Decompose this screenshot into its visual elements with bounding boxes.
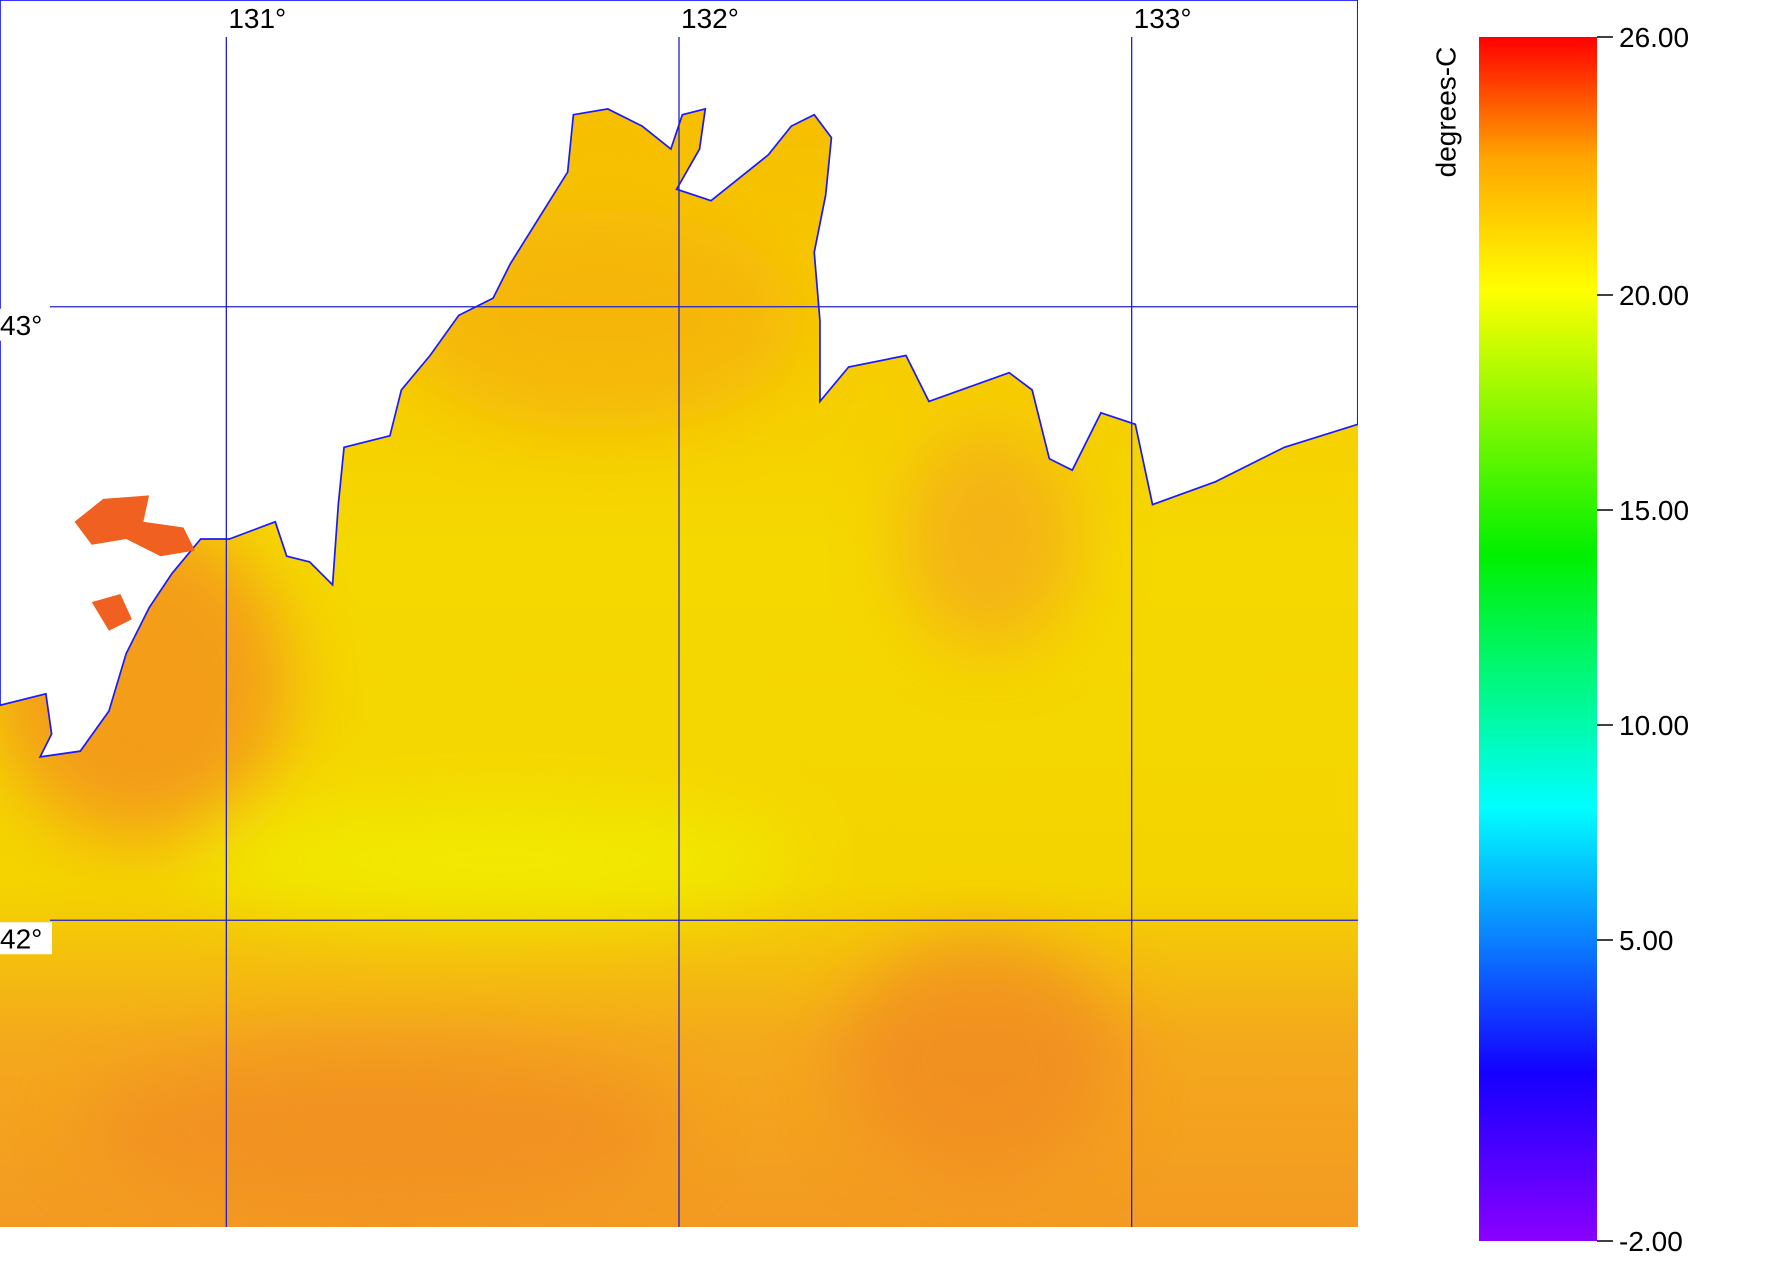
latitude-label: 42° — [0, 923, 42, 954]
latitude-label-bg — [0, 308, 52, 341]
longitude-label: 132° — [681, 3, 739, 34]
colorbar-tick-label: 20.00 — [1619, 280, 1689, 311]
colorbar-tick-label: 10.00 — [1619, 710, 1689, 741]
colorbar-tick-label: -2.00 — [1619, 1226, 1683, 1257]
latitude-label-bg — [0, 922, 52, 955]
colorbar-label: degrees-C — [1430, 47, 1461, 178]
latitude-label: 43° — [0, 310, 42, 341]
colorbar-tick-label: 26.00 — [1619, 22, 1689, 53]
colorbar — [1479, 37, 1597, 1241]
longitude-label: 133° — [1134, 3, 1192, 34]
longitude-label: 131° — [228, 3, 286, 34]
colorbar-tick-label: 15.00 — [1619, 495, 1689, 526]
colorbar-tick-label: 5.00 — [1619, 925, 1674, 956]
